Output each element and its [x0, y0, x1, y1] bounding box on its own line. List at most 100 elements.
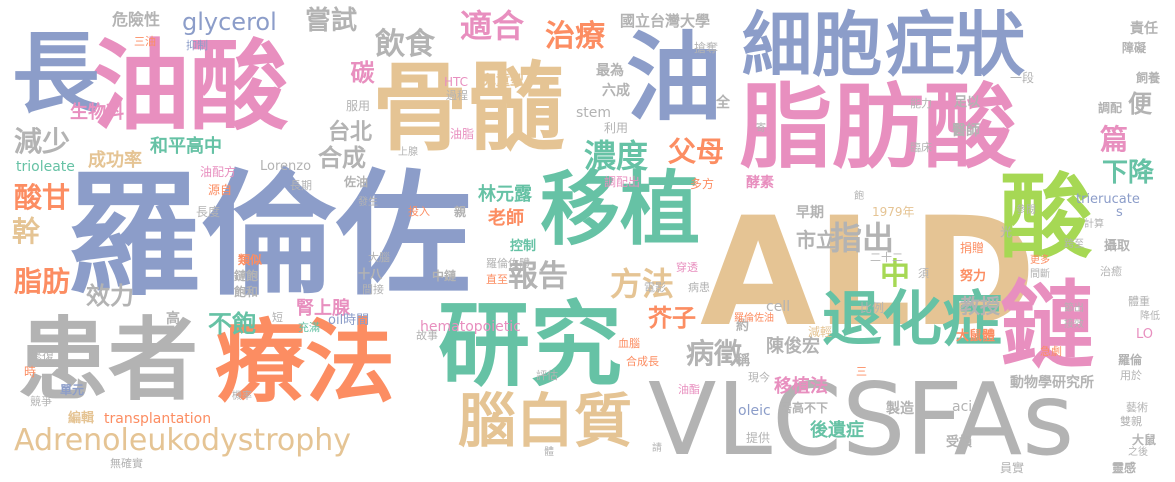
- word-tiaopei: 調配: [1098, 101, 1123, 115]
- word-zhijie: 直至: [486, 273, 508, 286]
- word-shousun: 受損: [946, 435, 973, 450]
- word-cell: cell: [766, 299, 791, 315]
- word-zuoyou: 佐油: [344, 175, 369, 189]
- word-chuantou: 穿透: [676, 261, 698, 274]
- word-kongzhi: 控制: [510, 239, 537, 254]
- word-shuangqin: 雙親: [1120, 415, 1142, 428]
- word-jiexiao: 接效: [1064, 319, 1084, 330]
- word-meisu: 酵素: [746, 175, 774, 191]
- word-liucheng: 六成: [602, 83, 630, 99]
- word-hematopoietic: hematopoietic: [420, 319, 521, 335]
- word-zhidao: 治癒: [1100, 265, 1122, 278]
- word-gengduo: 更多: [1030, 255, 1050, 266]
- word-vlcsfas: VLCSFAs: [648, 361, 1075, 478]
- word-zhichu: 指出: [830, 219, 895, 257]
- word-luolunzuoyou: 羅倫佐油: [734, 313, 774, 324]
- word-ershier: 二十二: [870, 251, 903, 264]
- word-youzhi: 油脂: [450, 127, 475, 141]
- word-htc: HTC: [444, 75, 469, 89]
- word-sheqv: 攝取: [1104, 239, 1131, 254]
- word-tan: 碳: [346, 60, 374, 84]
- word-ald: ALD: [700, 186, 1037, 360]
- word-zhihou: 之後: [1128, 447, 1148, 458]
- word-youzuan: 油酸: [92, 30, 289, 144]
- word-yiduan: 一段: [1010, 71, 1035, 85]
- word-1979: 1979年: [872, 205, 915, 219]
- word-gusui: 骨髓: [372, 52, 564, 164]
- word-san: 三: [856, 365, 867, 378]
- word-ertongxing: 兒童型: [482, 73, 524, 89]
- word-danyuan: 單元: [60, 383, 85, 397]
- word-shi: 時: [24, 365, 37, 379]
- word-youpeifang: 油配方: [200, 165, 237, 179]
- word-jiangdi: 降低: [1140, 311, 1160, 322]
- word-guocheng: 過程: [446, 89, 468, 102]
- word-yizhifa: 移植法: [774, 376, 828, 397]
- word-quan: 全: [716, 95, 730, 111]
- word-xianzhu: 現今: [748, 371, 770, 384]
- word-chenjunhong: 陳俊宏: [766, 336, 820, 357]
- word-yuanzi: 源自: [208, 183, 233, 197]
- word-ti: 體: [544, 447, 554, 458]
- word-qin: 親: [454, 205, 467, 219]
- word-nongdu: 濃度: [584, 137, 649, 175]
- word-luolunzuo: 羅倫佐: [66, 157, 471, 314]
- word-zaoqi: 早期: [796, 205, 824, 221]
- word-stem: stem: [576, 105, 612, 121]
- word-chenggonglv: 成功率: [88, 150, 142, 171]
- word-shengwuke: 生物科: [70, 102, 124, 123]
- word-taibei: 台北: [328, 120, 373, 145]
- word-tigong: 提供: [746, 431, 771, 445]
- word-lianbao: 鏈飽: [234, 269, 259, 283]
- word-shenshangxian: 腎上腺: [296, 298, 350, 319]
- word-oleic: oleic: [738, 403, 771, 419]
- word-jianduan: 間斷: [1030, 269, 1050, 280]
- word-lorenzo: Lorenzo: [260, 159, 312, 174]
- word-dashuti: 大鼠體: [956, 329, 996, 344]
- word-siyang: 飼養: [1136, 71, 1161, 85]
- word-lingan: 靈感: [1112, 461, 1137, 475]
- word-pian: 篇: [1100, 123, 1129, 156]
- word-touru: 投入: [408, 205, 430, 218]
- word-jingzheng: 競爭: [30, 395, 52, 408]
- word-zuiwei: 最為: [596, 63, 624, 79]
- word-jianshao: 減少: [14, 125, 71, 158]
- word-suan: 酸: [1000, 164, 1093, 271]
- word-shiba: 十八: [358, 267, 383, 281]
- word-xiufu: 修復: [30, 349, 55, 363]
- word-trierucate: trierucate: [1076, 192, 1140, 207]
- word-yanjiu: 研究: [438, 292, 623, 399]
- word-fangfa: 方法: [610, 265, 675, 303]
- word-oiltime: oil時間: [328, 313, 370, 328]
- word-bingyuan: 病患: [688, 281, 710, 294]
- word-heping: 和平高中: [150, 136, 222, 157]
- word-chongman: 充滿: [298, 321, 320, 334]
- word-zhongjian: 中鏈: [432, 269, 457, 283]
- word-shangxian: 上腺: [398, 147, 418, 158]
- word-nuli: 努力: [960, 269, 987, 284]
- word-xiaoli: 效力: [86, 282, 134, 310]
- word-zhifang: 脂肪: [14, 265, 71, 298]
- word-guang: 光: [1000, 225, 1013, 239]
- word-lao: 老師: [488, 208, 524, 229]
- word-you: 油: [626, 22, 722, 134]
- word-trioleate: trioleate: [16, 159, 75, 175]
- word-fasheng: 發生: [358, 197, 378, 208]
- word-jiyou: 寄: [756, 123, 766, 134]
- word-luolun: 羅倫: [1118, 353, 1143, 367]
- word-yinshi: 飲食: [375, 27, 435, 62]
- word-zhang: 障礙: [1122, 41, 1147, 55]
- word-gao: 高: [166, 311, 180, 327]
- word-bubao: 不飽: [208, 310, 256, 338]
- word-jizhi: 機率: [232, 391, 252, 402]
- word-zuyi: 足以: [954, 95, 981, 110]
- word-zhengzhuang: 症狀: [885, 4, 1025, 86]
- word-changshi: 嘗試: [305, 6, 358, 36]
- word-jixu: 急劇: [1040, 345, 1062, 358]
- word-jiechu: 節出: [1064, 303, 1084, 314]
- word-changdu: 長度: [196, 205, 221, 219]
- word-bili: 比例: [860, 301, 885, 315]
- word-tuihuazheng: 退化症: [822, 285, 1002, 355]
- word-suangan: 酸甘: [14, 181, 71, 214]
